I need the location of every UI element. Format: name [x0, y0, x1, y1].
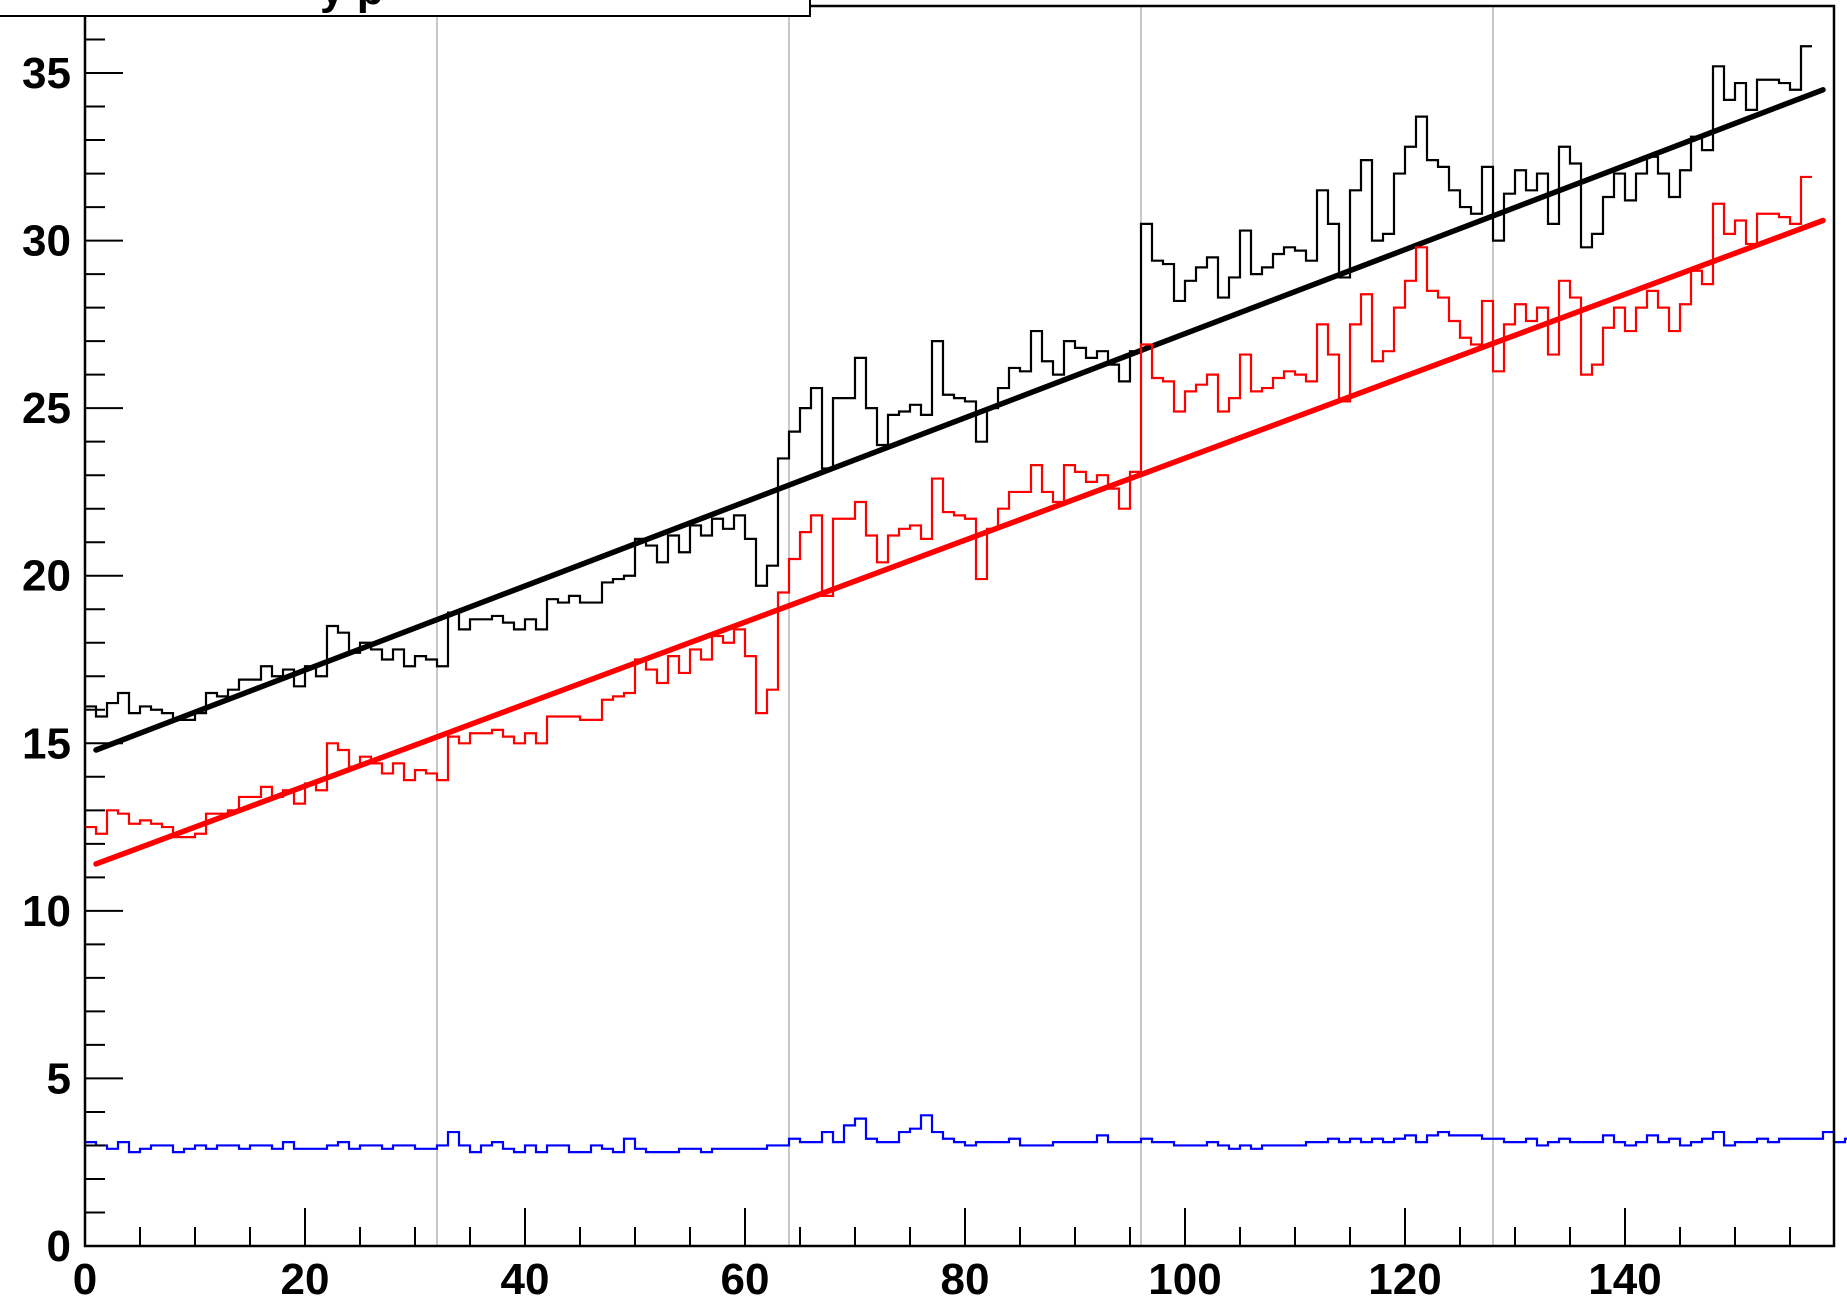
y-tick-label: 5 [47, 1054, 71, 1103]
y-tick-label: 30 [22, 217, 71, 266]
y-tick-label: 0 [47, 1222, 71, 1271]
x-tick-label: 140 [1588, 1255, 1661, 1304]
histogram-series-1 [85, 175, 1812, 839]
histogram-series-2 [85, 1114, 1847, 1154]
x-tick-label: 80 [941, 1255, 990, 1304]
y-tick-label: 10 [22, 887, 71, 936]
x-tick-label: 0 [73, 1255, 97, 1304]
y-tick-label: 25 [22, 384, 71, 433]
plot-border [83, 4, 1836, 1248]
fit-line-1 [93, 217, 1826, 867]
x-tick-label: 100 [1148, 1255, 1221, 1304]
x-tick-label: 120 [1368, 1255, 1441, 1304]
grid-lines [436, 6, 1494, 1246]
plot-frame [83, 4, 1836, 1248]
x-tick-label: 60 [721, 1255, 770, 1304]
x-tick-label: 40 [501, 1255, 550, 1304]
histogram-series-0 [85, 45, 1812, 721]
title-box-rect [0, 0, 811, 17]
series-layer [85, 45, 1847, 1154]
x-tick-label: 20 [281, 1255, 330, 1304]
y-tick-label: 35 [22, 49, 71, 98]
axes: 0 20 40 60 80 100 120 140 0 5 10 15 20 25 30 35 [22, 5, 1791, 1304]
y-tick-label: 15 [22, 719, 71, 768]
y-tick-label: 20 [22, 552, 71, 601]
fit-line-0 [93, 87, 1826, 753]
title-box-text: y p [320, 0, 384, 14]
title-box: y p [0, 0, 811, 17]
